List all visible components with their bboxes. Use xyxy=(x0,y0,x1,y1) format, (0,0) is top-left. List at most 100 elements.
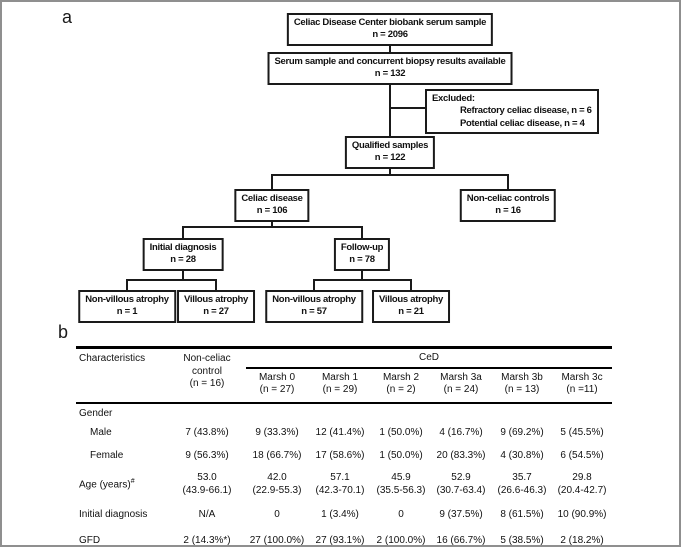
cell-gfd-marsh3c: 2 (18.2%) xyxy=(560,534,604,546)
flow-box-celiac-count: n = 106 xyxy=(256,205,288,217)
flow-box-followup-non-villous: Non-villous atrophy n = 57 xyxy=(265,290,363,323)
cell-age-marsh3c: 29.8 (20.4-42.7) xyxy=(557,472,607,496)
flow-box-initial-diagnosis: Initial diagnosis n = 28 xyxy=(142,238,224,271)
characteristics-table: Characteristics Non-celiac control (n = … xyxy=(76,346,613,546)
connector-initdx-split xyxy=(182,264,184,281)
flow-box-qualified-title: Qualified samples xyxy=(351,140,429,151)
header-marsh-0: Marsh 0 (n = 27) xyxy=(258,371,296,396)
cell-initdx-marsh1: 1 (3.4%) xyxy=(321,509,359,520)
age-footnote-marker: # xyxy=(130,477,135,485)
cell-age-marsh3b: 35.7 (26.6-46.3) xyxy=(497,472,547,496)
cell-gfd-marsh3b: 5 (38.5%) xyxy=(500,534,544,546)
flow-box-celiac-title: Celiac disease xyxy=(241,193,303,204)
flow-box-qualified: Qualified samples n = 122 xyxy=(344,136,436,169)
flow-box-followup-count: n = 78 xyxy=(349,254,375,266)
cell-gfd-marsh2: 2 (100.0%) xyxy=(376,534,426,546)
flow-box-init-nva-count: n = 1 xyxy=(116,306,138,318)
flow-box-follow-up: Follow-up n = 78 xyxy=(333,238,391,271)
header-marsh-3c: Marsh 3c (n =11) xyxy=(561,371,603,396)
cell-age-marsh0: 42.0 (22.9-55.3) xyxy=(252,472,302,496)
flow-box-followup-villous: Villous atrophy n = 21 xyxy=(372,290,450,323)
cell-initdx-marsh3a: 9 (37.5%) xyxy=(439,509,483,520)
cell-female-marsh0: 18 (66.7%) xyxy=(252,449,302,461)
connector-split-initdx-children xyxy=(126,279,217,281)
connector-serum-qualified xyxy=(389,76,391,142)
row-label-male: Male xyxy=(90,427,112,438)
header-marsh-1: Marsh 1 (n = 29) xyxy=(321,371,359,396)
cell-male-marsh1: 12 (41.4%) xyxy=(315,427,365,438)
cell-initdx-control: N/A xyxy=(198,509,216,520)
flow-box-biobank-title: Celiac Disease Center biobank serum samp… xyxy=(293,17,487,28)
cell-female-marsh1: 17 (58.6%) xyxy=(315,449,365,461)
cell-female-control: 9 (56.3%) xyxy=(185,449,229,461)
flow-box-init-nva-title: Non-villous atrophy xyxy=(85,294,169,305)
cell-initdx-marsh2: 0 xyxy=(398,509,404,520)
flow-box-initdx-count: n = 28 xyxy=(170,254,196,266)
header-ced: CeD xyxy=(246,347,613,369)
header-characteristics: Characteristics xyxy=(79,353,146,364)
age-label-text: Age (years) xyxy=(79,478,131,490)
cell-initdx-marsh0: 0 xyxy=(274,509,280,520)
connector-excluded-branch xyxy=(389,107,427,109)
connector-split-followup-children xyxy=(313,279,412,281)
flow-box-fu-nva-count: n = 57 xyxy=(301,306,327,318)
flow-box-initial-non-villous: Non-villous atrophy n = 1 xyxy=(78,290,176,323)
flow-box-followup-title: Follow-up xyxy=(340,242,384,253)
cell-female-marsh3c: 6 (54.5%) xyxy=(560,449,604,461)
flow-box-init-va-title: Villous atrophy xyxy=(184,294,248,305)
flow-box-excluded-item-refractory: Refractory celiac disease, n = 6 xyxy=(460,105,592,117)
cell-initdx-marsh3c: 10 (90.9%) xyxy=(557,509,607,520)
table-row-initial-diagnosis: Initial diagnosis N/A 0 1 (3.4%) 0 9 (37… xyxy=(76,502,612,528)
connector-drop-celiac xyxy=(271,174,273,194)
connector-drop-noncontrol xyxy=(507,174,509,194)
row-label-age: Age (years)# xyxy=(76,467,168,502)
table-row-female: Female 9 (56.3%) 18 (66.7%) 17 (58.6%) 1… xyxy=(76,445,612,468)
header-non-celiac-control: Non-celiac control (n = 16) xyxy=(183,353,231,389)
flow-box-excluded: Excluded: Refractory celiac disease, n =… xyxy=(425,89,599,135)
cell-male-marsh3b: 9 (69.2%) xyxy=(500,427,544,438)
flow-box-non-celiac-controls: Non-celiac controls n = 16 xyxy=(459,189,557,222)
flow-box-noncontrols-title: Non-celiac controls xyxy=(466,193,550,204)
row-label-female: Female xyxy=(90,449,124,461)
connector-biobank-serum xyxy=(389,37,391,57)
flow-box-serum-count: n = 132 xyxy=(374,68,406,80)
connector-drop-init-va xyxy=(215,279,217,295)
connector-drop-init-nva xyxy=(126,279,128,295)
flow-box-serum-title: Serum sample and concurrent biopsy resul… xyxy=(274,56,506,67)
cell-age-marsh1: 57.1 (42.3-70.1) xyxy=(315,472,365,496)
flow-box-excluded-item-potential: Potential celiac disease, n = 4 xyxy=(460,117,585,129)
cell-male-control: 7 (43.8%) xyxy=(185,427,229,438)
cell-initdx-marsh3b: 8 (61.5%) xyxy=(500,509,544,520)
flow-box-fu-nva-title: Non-villous atrophy xyxy=(272,294,356,305)
cell-age-control: 53.0 (43.9-66.1) xyxy=(182,472,232,496)
connector-followup-split xyxy=(361,264,363,281)
table-row-gender-group: Gender xyxy=(76,401,613,422)
flow-box-fu-va-count: n = 21 xyxy=(398,306,424,318)
flow-box-serum: Serum sample and concurrent biopsy resul… xyxy=(267,52,513,85)
panel-a-label: a xyxy=(62,7,73,27)
cell-gfd-marsh0: 27 (100.0%) xyxy=(249,534,305,546)
flow-box-celiac-disease: Celiac disease n = 106 xyxy=(234,189,310,222)
cell-gfd-marsh1: 27 (93.1%) xyxy=(315,534,365,546)
flow-box-excluded-title: Excluded: xyxy=(432,93,475,104)
cell-male-marsh0: 9 (33.3%) xyxy=(255,427,299,438)
header-marsh-3b: Marsh 3b (n = 13) xyxy=(501,371,543,396)
flow-box-noncontrols-count: n = 16 xyxy=(495,205,521,217)
flow-box-init-va-count: n = 27 xyxy=(203,306,229,318)
cell-female-marsh2: 1 (50.0%) xyxy=(379,449,423,461)
flow-box-initial-villous: Villous atrophy n = 27 xyxy=(177,290,255,323)
header-marsh-3a: Marsh 3a (n = 24) xyxy=(440,371,482,396)
row-label-gfd: GFD xyxy=(79,534,101,546)
table-row-male: Male 7 (43.8%) 9 (33.3%) 12 (41.4%) 1 (5… xyxy=(76,422,612,445)
cell-age-marsh2: 45.9 (35.5-56.3) xyxy=(376,472,426,496)
cell-male-marsh3a: 4 (16.7%) xyxy=(439,427,483,438)
cell-male-marsh2: 1 (50.0%) xyxy=(379,427,423,438)
table-row-gfd: GFD 2 (14.3%*) 27 (100.0%) 27 (93.1%) 2 … xyxy=(76,528,612,546)
flow-box-qualified-count: n = 122 xyxy=(374,152,406,164)
flow-box-fu-va-title: Villous atrophy xyxy=(379,294,443,305)
cell-gfd-control: 2 (14.3%*) xyxy=(183,534,231,546)
row-label-initial-diagnosis: Initial diagnosis xyxy=(79,509,148,520)
cell-age-marsh3a: 52.9 (30.7-63.4) xyxy=(436,472,486,496)
connector-drop-fu-nva xyxy=(313,279,315,295)
